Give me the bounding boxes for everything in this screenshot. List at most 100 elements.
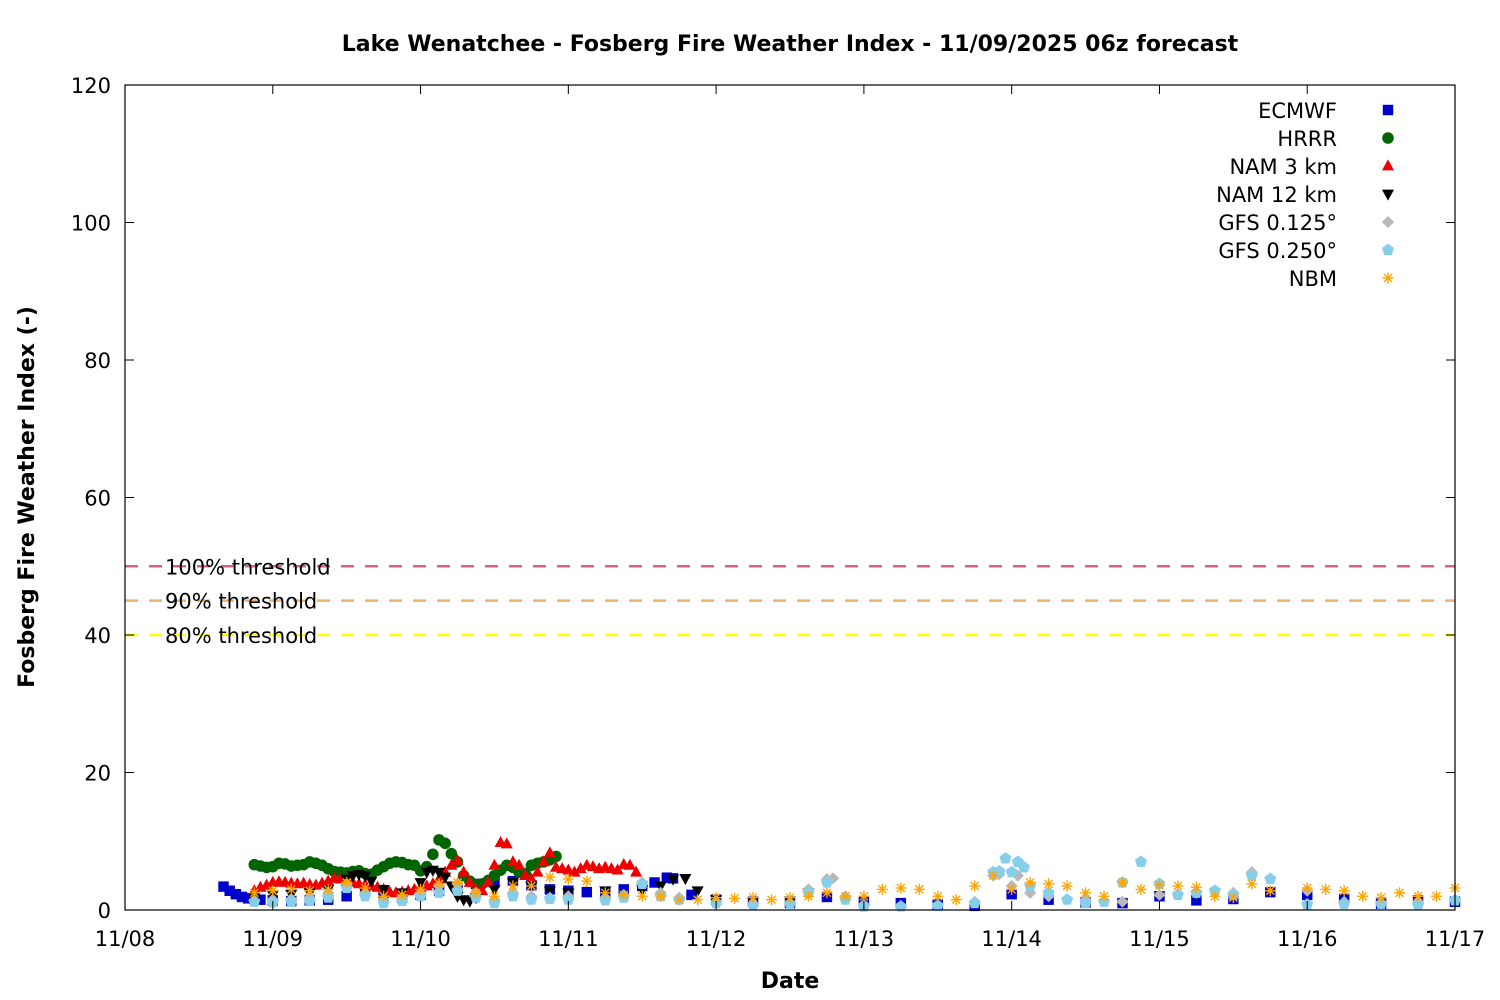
legend-label: GFS 0.125° bbox=[1218, 211, 1337, 235]
data-point bbox=[285, 883, 297, 895]
data-point bbox=[747, 898, 760, 911]
data-point bbox=[489, 877, 500, 888]
chart-title: Lake Wenatchee - Fosberg Fire Weather In… bbox=[342, 32, 1239, 57]
data-point bbox=[1098, 890, 1110, 902]
x-tick-label: 11/09 bbox=[243, 927, 304, 951]
data-point bbox=[821, 887, 833, 899]
legend-marker bbox=[1382, 104, 1394, 116]
data-point bbox=[432, 867, 446, 879]
data-point bbox=[1190, 881, 1202, 893]
x-tick-label: 11/14 bbox=[981, 927, 1042, 951]
data-point bbox=[470, 887, 482, 899]
y-tick-label: 80 bbox=[84, 349, 111, 373]
data-point bbox=[341, 877, 353, 888]
data-point bbox=[537, 855, 550, 867]
data-point bbox=[599, 887, 611, 899]
data-point bbox=[1017, 861, 1030, 873]
data-point bbox=[242, 893, 254, 904]
data-point bbox=[1061, 880, 1073, 892]
data-point bbox=[414, 878, 427, 890]
data-point bbox=[359, 871, 372, 883]
data-point bbox=[1153, 888, 1166, 901]
data-point bbox=[574, 862, 587, 874]
data-point bbox=[611, 863, 624, 875]
threshold-label: 90% threshold bbox=[165, 590, 317, 614]
threshold-lines: 100% threshold 90% threshold 80% threshold bbox=[125, 555, 1455, 648]
data-point bbox=[451, 884, 464, 896]
data-point bbox=[267, 885, 279, 897]
data-point bbox=[1043, 878, 1055, 890]
data-point bbox=[433, 878, 445, 890]
data-point bbox=[968, 896, 981, 909]
data-point bbox=[452, 877, 463, 888]
x-tick-label: 11/17 bbox=[1425, 927, 1486, 951]
series-hrrr bbox=[248, 834, 562, 891]
legend-label: GFS 0.250° bbox=[1218, 239, 1337, 263]
data-point bbox=[255, 894, 266, 905]
data-point bbox=[439, 872, 452, 884]
x-tick-label: 11/11 bbox=[538, 927, 599, 951]
data-point bbox=[987, 870, 999, 882]
data-point bbox=[543, 892, 556, 905]
data-point bbox=[766, 894, 778, 906]
data-point bbox=[858, 890, 870, 902]
data-point bbox=[1412, 898, 1425, 911]
data-point bbox=[1172, 880, 1184, 892]
data-point bbox=[304, 885, 316, 897]
data-point bbox=[1357, 890, 1369, 902]
data-point bbox=[623, 858, 636, 870]
plot-frame bbox=[124, 84, 1456, 911]
data-point bbox=[876, 883, 888, 895]
data-point bbox=[218, 881, 229, 892]
data-point bbox=[1080, 887, 1092, 899]
data-point bbox=[1005, 865, 1018, 878]
data-point bbox=[1116, 895, 1129, 908]
y-tick-label: 100 bbox=[71, 212, 111, 236]
data-point bbox=[1245, 869, 1258, 881]
data-point bbox=[649, 877, 660, 888]
y-tick-label: 120 bbox=[71, 74, 111, 98]
data-point bbox=[445, 847, 458, 860]
data-point bbox=[802, 890, 814, 902]
x-tick-label: 11/15 bbox=[1129, 927, 1190, 951]
y-tick-label: 0 bbox=[98, 899, 111, 923]
data-point bbox=[747, 892, 759, 904]
data-point bbox=[488, 884, 501, 896]
data-point bbox=[224, 885, 235, 896]
data-point bbox=[1134, 855, 1147, 867]
data-point bbox=[562, 893, 575, 905]
data-point bbox=[236, 891, 248, 903]
series-nbm bbox=[248, 870, 1461, 906]
y-axis-label: Fosberg Fire Weather Index (-) bbox=[15, 306, 40, 688]
data-point bbox=[482, 875, 495, 887]
data-point bbox=[1246, 878, 1258, 890]
data-point bbox=[599, 894, 612, 906]
data-point bbox=[993, 865, 1006, 877]
data-point bbox=[581, 875, 593, 887]
data-point bbox=[666, 874, 680, 886]
data-point bbox=[359, 889, 372, 902]
data-point bbox=[248, 895, 261, 907]
data-point bbox=[531, 865, 544, 877]
data-point bbox=[931, 899, 944, 911]
x-tick-label: 11/08 bbox=[95, 927, 156, 951]
data-point bbox=[322, 883, 334, 895]
data-point bbox=[488, 858, 501, 870]
data-point bbox=[1135, 883, 1147, 895]
data-point bbox=[457, 865, 470, 877]
data-point bbox=[230, 888, 242, 900]
data-point bbox=[1006, 883, 1018, 895]
series-gfs-0-250- bbox=[248, 852, 1462, 912]
legend-marker bbox=[1381, 189, 1395, 201]
y-tick-label: 40 bbox=[84, 624, 111, 648]
data-point bbox=[543, 846, 556, 858]
legend-label: ECMWF bbox=[1258, 99, 1337, 123]
data-point bbox=[322, 891, 335, 903]
series-layer bbox=[218, 834, 1462, 912]
legend-label: HRRR bbox=[1277, 127, 1337, 151]
data-point bbox=[1320, 883, 1332, 895]
data-point bbox=[784, 892, 796, 904]
data-point bbox=[445, 858, 458, 870]
data-point bbox=[427, 848, 439, 861]
